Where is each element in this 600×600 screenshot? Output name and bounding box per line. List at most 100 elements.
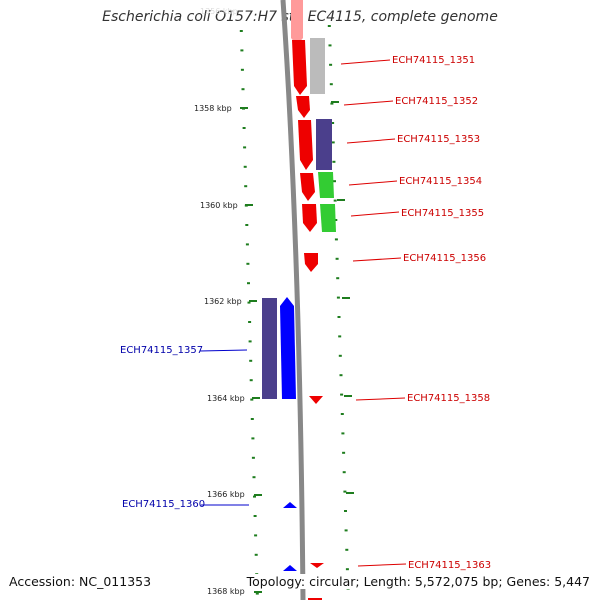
gene-label[interactable]: ECH74115_1360: [122, 499, 205, 510]
label-leader: [199, 349, 248, 352]
right-gene-labels: ECH74115_1351 ECH74115_1352 ECH74115_135…: [340, 55, 491, 571]
tick-dot: [327, 25, 331, 27]
tick-dot: [341, 432, 345, 435]
gene-label[interactable]: ECH74115_1358: [407, 393, 490, 404]
gene-label[interactable]: ECH74115_1353: [397, 134, 480, 145]
tick-dot: [246, 262, 250, 265]
gene-arrow[interactable]: [296, 96, 310, 118]
gene-label[interactable]: ECH74115_1355: [401, 208, 484, 219]
tick-dot: [337, 316, 341, 318]
label-leader: [348, 180, 398, 186]
tick-dot: [244, 185, 248, 188]
label-leader: [346, 138, 396, 144]
tick-dot: [254, 534, 258, 537]
tick-dot: [240, 68, 244, 71]
left-gene-labels: ECH74115_1357 ECH74115_1360: [120, 345, 249, 510]
gene-box[interactable]: [316, 119, 332, 170]
faded-tick-label: 1356 kbp: [200, 7, 238, 16]
gene-arrow[interactable]: [300, 173, 315, 201]
tick-dot: [240, 49, 244, 52]
tick-dot: [239, 30, 243, 32]
gene-label[interactable]: ECH74115_1351: [392, 55, 475, 66]
accession-text: Accession: NC_011353: [9, 574, 156, 589]
tick-dot: [336, 277, 340, 280]
gene-arrow[interactable]: [318, 172, 334, 198]
tick-dot: [253, 495, 256, 498]
tick-dot: [255, 592, 259, 595]
label-leader: [357, 563, 407, 567]
tick-dot: [344, 510, 347, 512]
tick-dot: [343, 490, 347, 493]
tick-dot: [252, 476, 256, 479]
label-leader: [343, 100, 394, 106]
tick-dot: [340, 393, 344, 396]
gene-label[interactable]: ECH74115_1356: [403, 253, 486, 264]
label-leader: [350, 211, 400, 217]
tick-dot: [241, 88, 245, 91]
tick-dot: [247, 301, 251, 304]
tick-dot: [331, 141, 335, 144]
gene-label[interactable]: ECH74115_1352: [395, 96, 478, 107]
tick-label: 1360 kbp: [200, 201, 238, 210]
forward-strand-features: [291, 0, 324, 600]
tick-dot: [243, 165, 247, 168]
gene-arrow[interactable]: [309, 396, 323, 404]
tick-dot: [333, 180, 336, 183]
tick-dot: [344, 529, 348, 532]
tick-dot: [253, 515, 257, 517]
tick-label: 1358 kbp: [194, 104, 232, 113]
tick-dot: [249, 359, 253, 362]
tick-dot: [245, 224, 249, 226]
gene-label[interactable]: ECH74115_1354: [399, 176, 482, 187]
tick-dot: [345, 548, 349, 551]
tick-dots: [239, 25, 350, 595]
tick-dot: [245, 243, 249, 246]
outer-track-features: [310, 38, 336, 232]
tick-dot: [335, 257, 339, 260]
tick-dot: [242, 127, 246, 129]
tick-dot: [333, 199, 337, 202]
gene-box[interactable]: [262, 298, 277, 399]
gene-arrow[interactable]: [292, 40, 307, 95]
gene-label[interactable]: ECH74115_1357: [120, 345, 203, 356]
gene-arrow[interactable]: [302, 204, 317, 232]
tick-dot: [345, 568, 349, 571]
tick-dot: [334, 238, 338, 241]
gene-arrow[interactable]: [280, 297, 296, 399]
tick-dot: [338, 335, 342, 338]
label-leader: [355, 397, 406, 401]
tick-dot: [251, 456, 255, 459]
right-tick-marks: [331, 101, 354, 494]
tick-dot: [340, 413, 344, 415]
scale-ticks: 1358 kbp 1360 kbp 1362 kbp 1364 kbp 1366…: [194, 104, 262, 596]
tick-dot: [329, 63, 333, 66]
gene-arrow[interactable]: [304, 253, 318, 272]
tick-label: 1364 kbp: [207, 394, 245, 403]
genome-stats-text: Topology: circular; Length: 5,572,075 bp…: [242, 574, 590, 589]
tick-label: 1362 kbp: [204, 297, 242, 306]
gene-arrow[interactable]: [283, 565, 297, 571]
tick-dot: [250, 398, 254, 401]
gene-arrow[interactable]: [291, 0, 303, 45]
tick-dot: [248, 321, 252, 323]
tick-dot: [247, 282, 250, 285]
gene-arrow[interactable]: [310, 563, 324, 568]
tick-dot: [250, 418, 254, 420]
tick-dot: [254, 553, 258, 556]
gene-arrow[interactable]: [298, 120, 313, 170]
tick-dot: [338, 354, 342, 357]
tick-dot: [251, 437, 255, 440]
tick-dot: [336, 296, 340, 299]
tick-dot: [248, 340, 252, 343]
gene-label[interactable]: ECH74115_1363: [408, 560, 491, 571]
label-leader: [340, 59, 391, 65]
reverse-strand-features: [262, 297, 297, 571]
genome-backbone: [280, 0, 306, 600]
gene-arrow[interactable]: [320, 204, 336, 232]
tick-dot: [330, 102, 334, 105]
tick-dot: [328, 44, 332, 47]
gene-arrow[interactable]: [283, 502, 297, 508]
gene-box[interactable]: [310, 38, 325, 94]
tick-dot: [329, 83, 333, 86]
label-leader: [352, 257, 402, 262]
